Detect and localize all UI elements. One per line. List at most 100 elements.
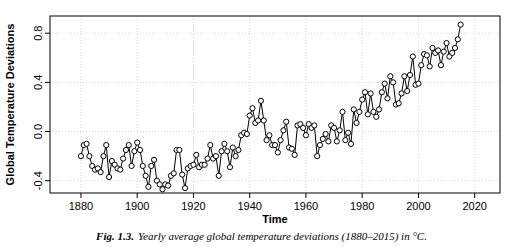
- data-point: [194, 152, 199, 157]
- data-point: [264, 138, 269, 143]
- data-point: [225, 149, 230, 154]
- data-point: [151, 157, 156, 162]
- data-point: [157, 182, 162, 187]
- data-point: [374, 114, 379, 119]
- data-point: [247, 113, 252, 118]
- data-point: [346, 130, 351, 135]
- data-point: [337, 128, 342, 133]
- data-point: [424, 53, 429, 58]
- data-point: [98, 170, 103, 175]
- data-point: [441, 49, 446, 54]
- y-tick-label: 0.8: [32, 26, 44, 41]
- data-point: [101, 154, 106, 159]
- data-point: [407, 72, 412, 77]
- data-point: [416, 81, 421, 86]
- data-point: [388, 74, 393, 79]
- data-point: [452, 45, 457, 50]
- x-grid-line: [249, 16, 250, 193]
- data-point: [340, 109, 345, 114]
- x-grid-line: [137, 16, 138, 193]
- data-point: [354, 120, 359, 125]
- data-point: [455, 37, 460, 42]
- data-point: [121, 156, 126, 161]
- y-tick-label: 0.4: [32, 75, 44, 90]
- data-point: [284, 119, 289, 124]
- data-point: [368, 91, 373, 96]
- data-point: [436, 48, 441, 53]
- data-point: [140, 163, 145, 168]
- data-point: [166, 183, 171, 188]
- y-tick-label: 0.0: [32, 124, 44, 139]
- data-point: [458, 22, 463, 27]
- data-point: [362, 90, 367, 95]
- data-point: [399, 91, 404, 96]
- x-tick-label: 1940: [237, 200, 261, 212]
- data-point: [256, 118, 261, 123]
- data-point: [222, 141, 227, 146]
- data-point: [267, 133, 272, 138]
- data-point: [219, 149, 224, 154]
- y-grid-line: [50, 131, 500, 132]
- plot-frame: [50, 16, 500, 193]
- data-point: [385, 96, 390, 101]
- data-point: [360, 97, 365, 102]
- x-grid-line: [80, 16, 81, 193]
- x-tick: [418, 193, 419, 198]
- data-point: [312, 123, 317, 128]
- caption-text: Yearly average global temperature deviat…: [138, 230, 427, 243]
- data-point: [331, 125, 336, 130]
- y-axis-label: Global Temperature Deviations: [4, 24, 16, 186]
- data-point: [303, 133, 308, 138]
- data-point: [427, 64, 432, 69]
- data-point: [149, 163, 154, 168]
- data-point: [87, 154, 92, 159]
- data-point: [216, 173, 221, 178]
- x-tick-label: 1960: [294, 200, 318, 212]
- y-grid-line: [50, 33, 500, 34]
- data-point: [135, 140, 140, 145]
- data-point: [258, 98, 263, 103]
- data-point: [320, 136, 325, 141]
- data-point: [323, 131, 328, 136]
- data-point: [143, 173, 148, 178]
- y-tick: [45, 180, 50, 181]
- data-point: [118, 167, 123, 172]
- data-point: [402, 74, 407, 79]
- data-point: [343, 138, 348, 143]
- data-point: [281, 128, 286, 133]
- data-point: [348, 141, 353, 146]
- data-point: [227, 165, 232, 170]
- x-tick: [305, 193, 306, 198]
- x-tick-label: 1900: [125, 200, 149, 212]
- caption-label: Fig. 1.3.: [95, 230, 134, 242]
- data-point: [146, 184, 151, 189]
- data-point: [326, 139, 331, 144]
- data-point: [396, 101, 401, 106]
- data-point: [450, 50, 455, 55]
- data-point: [261, 118, 266, 123]
- y-grid-line: [50, 82, 500, 83]
- x-tick: [137, 193, 138, 198]
- data-point: [177, 147, 182, 152]
- data-point: [244, 131, 249, 136]
- data-point: [160, 187, 165, 192]
- x-tick-label: 2020: [462, 200, 486, 212]
- data-point: [365, 112, 370, 117]
- data-point: [351, 107, 356, 112]
- series-line: [81, 25, 461, 190]
- x-grid-line: [305, 16, 306, 193]
- x-grid-line: [362, 16, 363, 193]
- data-point: [379, 90, 384, 95]
- data-point: [205, 156, 210, 161]
- data-point: [357, 109, 362, 114]
- x-tick: [249, 193, 250, 198]
- data-point: [430, 45, 435, 50]
- caption: Fig. 1.3. Yearly average global temperatu…: [95, 230, 427, 243]
- y-tick: [45, 82, 50, 83]
- data-point: [123, 147, 128, 152]
- data-point: [208, 142, 213, 147]
- y-tick-label: -0.4: [32, 171, 44, 190]
- data-point: [334, 139, 339, 144]
- data-point: [129, 163, 134, 168]
- data-point: [250, 106, 255, 111]
